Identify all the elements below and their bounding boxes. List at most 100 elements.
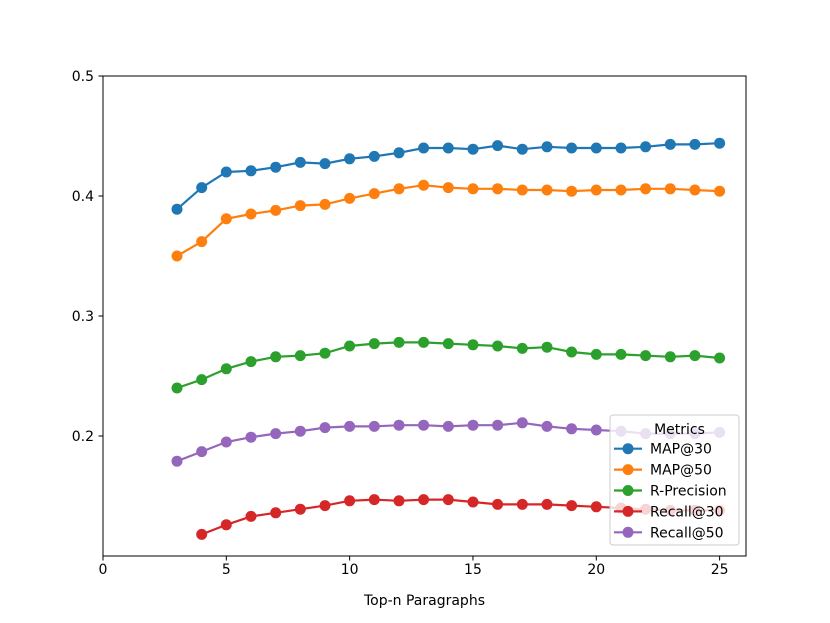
legend-sample-marker [622, 464, 634, 476]
legend-sample-marker [622, 485, 634, 496]
data-point [541, 184, 553, 196]
data-point [368, 420, 380, 432]
data-point [516, 143, 528, 155]
data-point [196, 446, 208, 458]
data-point [344, 340, 356, 352]
y-tick-label: 0.2 [72, 429, 94, 445]
x-tick-label: 10 [341, 562, 359, 578]
series-R-Precision [171, 336, 726, 394]
data-point [368, 150, 380, 162]
data-point [270, 507, 282, 519]
data-point [245, 165, 257, 177]
data-point [319, 500, 331, 512]
data-point [368, 338, 380, 350]
data-point [196, 236, 208, 248]
data-point [196, 374, 208, 386]
series-line [176, 184, 720, 257]
data-point [615, 142, 627, 154]
data-point [664, 183, 676, 195]
data-point [344, 495, 356, 507]
series-MAP@30 [171, 137, 726, 215]
data-point [541, 420, 553, 432]
legend-item-label: R-Precision [650, 484, 727, 500]
data-point [171, 455, 183, 467]
data-point [294, 503, 306, 515]
data-point [319, 158, 331, 170]
data-point [640, 141, 652, 153]
data-point [590, 142, 602, 154]
data-point [590, 501, 602, 513]
data-point [467, 419, 479, 431]
series-MAP@50 [171, 179, 726, 262]
data-point [590, 424, 602, 436]
data-point [664, 351, 676, 363]
data-point [393, 183, 405, 195]
data-point [516, 184, 528, 196]
legend-title: Metrics [654, 422, 705, 438]
data-point [566, 423, 578, 435]
data-point [418, 179, 430, 191]
data-point [245, 510, 257, 522]
legend-item-Recall@50: Recall@50 [614, 525, 724, 541]
data-point [566, 185, 578, 197]
legend-item-label: Recall@30 [650, 504, 724, 520]
data-point [714, 352, 726, 364]
data-point [220, 363, 232, 375]
data-point [566, 500, 578, 512]
data-point [393, 419, 405, 431]
data-point [294, 200, 306, 212]
data-point [294, 156, 306, 168]
data-point [171, 250, 183, 262]
data-point [442, 494, 454, 506]
data-point [590, 184, 602, 196]
data-point [566, 142, 578, 154]
data-point [615, 348, 627, 360]
data-point [220, 213, 232, 225]
legend-item-label: MAP@50 [650, 463, 712, 479]
data-point [245, 431, 257, 443]
data-point [467, 496, 479, 508]
x-tick-label: 15 [464, 562, 482, 578]
legend-sample-marker [622, 443, 634, 455]
data-point [664, 138, 676, 150]
data-point [442, 182, 454, 194]
data-point [541, 141, 553, 153]
legend: Metrics MAP@30 MAP@50 R-Precision Recall@30 R… [609, 414, 740, 546]
legend-frame [609, 414, 740, 546]
data-point [640, 350, 652, 362]
data-point [516, 342, 528, 354]
data-point [516, 417, 528, 429]
data-point [541, 498, 553, 510]
data-point [344, 153, 356, 165]
data-point [196, 528, 208, 540]
data-point [196, 182, 208, 194]
data-point [566, 346, 578, 358]
data-point [516, 498, 528, 510]
data-point [418, 142, 430, 154]
data-point [492, 498, 504, 510]
legend-item-R-Precision: R-Precision [614, 484, 727, 500]
data-point [220, 436, 232, 448]
data-point [467, 183, 479, 195]
data-point [615, 184, 627, 196]
data-point [640, 183, 652, 195]
data-point [319, 347, 331, 359]
data-point [270, 428, 282, 440]
data-point [319, 422, 331, 434]
legend-sample-marker [622, 505, 634, 517]
data-point [294, 350, 306, 362]
x-axis-label: Top-n Paragraphs [363, 593, 485, 609]
data-point [714, 185, 726, 197]
data-point [442, 338, 454, 350]
data-point [541, 341, 553, 353]
data-point [270, 204, 282, 216]
data-point [689, 184, 701, 196]
data-point [442, 142, 454, 154]
x-tick-label: 25 [711, 562, 729, 578]
series-line [176, 341, 720, 390]
legend-item-label: MAP@30 [650, 442, 712, 458]
data-point [220, 519, 232, 531]
data-point [368, 494, 380, 506]
x-tick-label: 5 [222, 562, 231, 578]
data-point [393, 336, 405, 348]
